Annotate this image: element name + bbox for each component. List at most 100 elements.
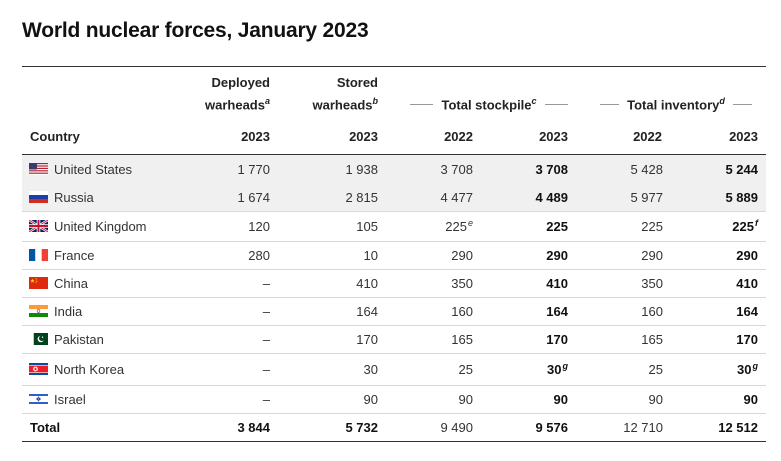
- cell-value: 1 674: [237, 189, 270, 205]
- cell-country: France: [29, 241, 94, 269]
- cell-stored: 170: [288, 325, 378, 353]
- cell-country: Israel: [29, 385, 86, 413]
- cell-inventory-2022: 165: [573, 325, 663, 353]
- cell-deployed: 1 770: [180, 155, 270, 183]
- cell-inventory-2023: 5 889: [668, 183, 758, 211]
- cell-value: 1 938: [345, 161, 378, 177]
- cell-stockpile-2022: 350: [383, 269, 473, 297]
- cell-value: 290: [736, 247, 758, 263]
- cell-inventory-2022: 290: [573, 241, 663, 269]
- cell-value: 90: [648, 391, 663, 407]
- cell-stockpile-2022: 165: [383, 325, 473, 353]
- cell-value: 105: [356, 218, 378, 234]
- header-deployed: Deployed warheadsa: [170, 73, 270, 114]
- total-cell-deployed: 3 844: [237, 419, 270, 435]
- cell-deployed: 1 674: [180, 183, 270, 211]
- cell-value: –: [262, 303, 270, 319]
- cell-inventory-2022: 160: [573, 297, 663, 325]
- cell-stockpile-2022: 290: [383, 241, 473, 269]
- cell-value: 160: [451, 303, 473, 319]
- cell-value: –: [262, 331, 270, 347]
- cell-stockpile-2022: 225 e: [383, 211, 473, 241]
- table-row: Pakistan – 170 165 170 165 170: [22, 325, 766, 354]
- cell-value: 4 477: [440, 189, 473, 205]
- cell-inventory-2022: 5 428: [573, 155, 663, 183]
- header-stored-line2: warheadsb: [278, 92, 378, 114]
- cell-stockpile-2023: 410: [478, 269, 568, 297]
- cell-country: North Korea: [29, 353, 124, 385]
- cell-country: Pakistan: [29, 325, 104, 353]
- cell-value: 225: [445, 218, 467, 234]
- table-row: United Kingdom 120 105 225 e 225 225 225 f: [22, 211, 766, 242]
- cell-value: 290: [641, 247, 663, 263]
- cell-inventory-2022: 350: [573, 269, 663, 297]
- table-row: India – 164 160 164 160 164: [22, 297, 766, 326]
- cell-stockpile-2023: 164: [478, 297, 568, 325]
- header-country: Country: [30, 129, 80, 144]
- cell-value: 90: [553, 391, 568, 407]
- cell-stockpile-2022: 90: [383, 385, 473, 413]
- header-stored-line1: Stored: [336, 75, 378, 90]
- table-row: China – 410 350 410 350 410: [22, 269, 766, 298]
- cell-value: 3 708: [440, 161, 473, 177]
- footnote-marker: a: [264, 96, 270, 106]
- india-flag-icon: [29, 305, 48, 317]
- group-rule: [732, 103, 752, 105]
- cell-value: 290: [451, 247, 473, 263]
- footnote-marker: e: [467, 218, 473, 228]
- group-rule: [544, 103, 569, 105]
- cell-value: 5 889: [725, 189, 758, 205]
- cell-stored: 410: [288, 269, 378, 297]
- cell-value: 25: [458, 361, 473, 377]
- table-row: United States 1 770 1 938 3 708 3 708 5 428 5 …: [22, 155, 766, 184]
- cell-inventory-2023: 410: [668, 269, 758, 297]
- cell-inventory-2022: 25: [573, 353, 663, 385]
- country-name: France: [54, 247, 95, 263]
- cell-deployed: –: [180, 385, 270, 413]
- cell-value: 1 770: [237, 161, 270, 177]
- cell-value: 5 428: [630, 161, 663, 177]
- cell-value: –: [262, 361, 270, 377]
- cell-deployed: –: [180, 269, 270, 297]
- cell-stored: 10: [288, 241, 378, 269]
- group-header-stockpile: Total stockpilec: [410, 95, 569, 113]
- header-deployed-text: warheads: [205, 97, 265, 113]
- header-stored-text: warheads: [312, 97, 373, 113]
- cell-stockpile-2023: 170: [478, 325, 568, 353]
- cell-inventory-2022: 90: [573, 385, 663, 413]
- cell-value: 90: [458, 391, 473, 407]
- cell-inventory-2023: 225 f: [668, 211, 758, 241]
- country-name: China: [54, 275, 88, 291]
- cell-inventory-2022: 5 977: [573, 183, 663, 211]
- cell-stockpile-2023: 30 g: [478, 353, 568, 385]
- cell-value: 164: [356, 303, 378, 319]
- country-name: Pakistan: [54, 331, 104, 347]
- cell-inventory-2023: 30 g: [668, 353, 758, 385]
- country-name: India: [54, 303, 83, 319]
- table-row: Israel – 90 90 90 90 90: [22, 385, 766, 414]
- total-cell-inventory-2022: 12 710: [623, 419, 663, 435]
- table-row: North Korea –30 25 30 g 25 30 g: [22, 353, 766, 386]
- cell-deployed: –: [180, 297, 270, 325]
- cell-value: 225: [546, 218, 568, 234]
- header-year: 2023: [241, 129, 270, 144]
- cell-value: 225: [732, 218, 754, 234]
- cell-country: China: [29, 269, 88, 297]
- cell-value: 290: [546, 247, 568, 263]
- cell-inventory-2023: 170: [668, 325, 758, 353]
- header-deployed-line2: warheadsa: [170, 92, 270, 114]
- table-row: Russia 1 674 2 815 4 477 4 489 5 977 5 889: [22, 183, 766, 212]
- cell-value: 3 708: [535, 161, 568, 177]
- cell-value: 90: [743, 391, 758, 407]
- cell-value: 120: [248, 218, 270, 234]
- cell-value: 410: [736, 275, 758, 291]
- cell-stockpile-2023: 225: [478, 211, 568, 241]
- cell-stockpile-2022: 4 477: [383, 183, 473, 211]
- cell-value: 5 244: [725, 161, 758, 177]
- cell-value: 165: [641, 331, 663, 347]
- table-bottom-rule: [22, 441, 766, 442]
- footnote-marker: c: [531, 95, 537, 106]
- cell-country: India: [29, 297, 82, 325]
- country-name: United States: [54, 161, 133, 177]
- country-name: Israel: [54, 391, 86, 407]
